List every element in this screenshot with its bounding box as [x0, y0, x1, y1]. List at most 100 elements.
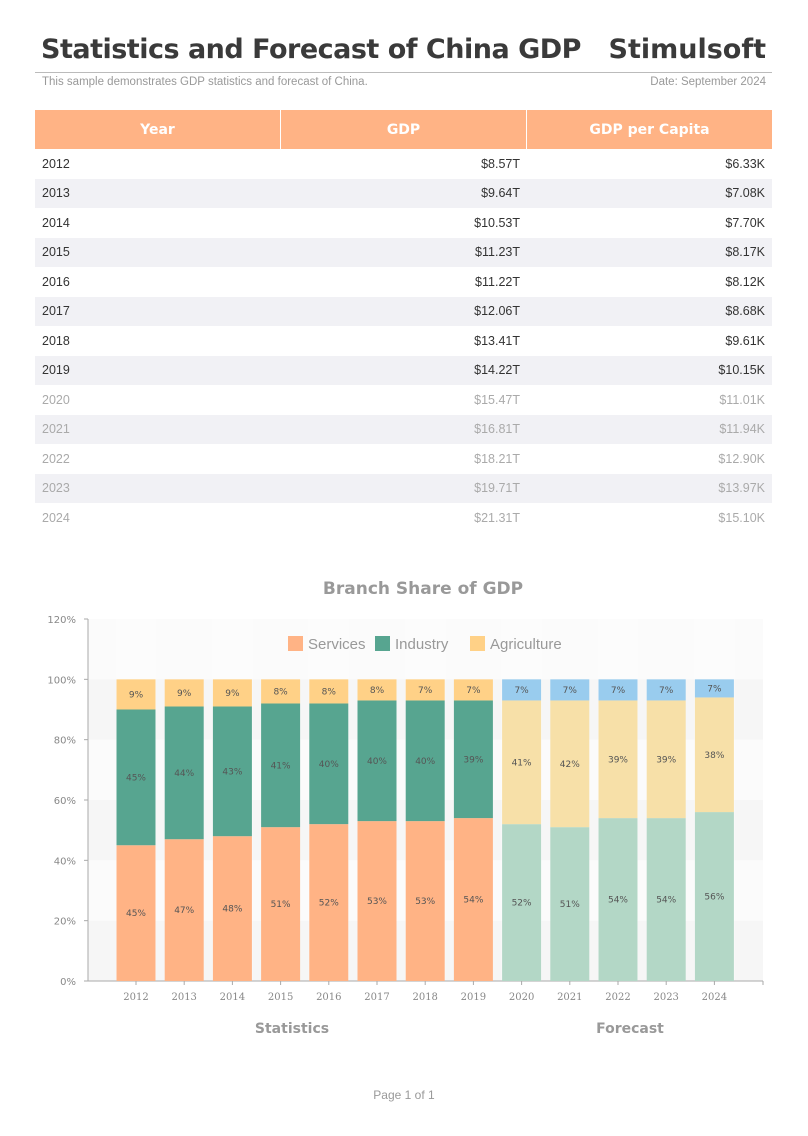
gdp-per-capita-cell: $11.01K — [719, 392, 765, 407]
legend-label-agriculture: Agriculture — [490, 636, 562, 653]
x-tick-label: 2022 — [605, 992, 630, 1003]
legend-label-industry: Industry — [395, 636, 449, 653]
gdp-per-capita-cell: $11.94K — [719, 422, 765, 437]
data-label: 8% — [322, 687, 337, 697]
bar-segment-services — [357, 821, 397, 981]
x-tick-label: 2023 — [653, 992, 678, 1003]
legend-swatch-services — [288, 636, 303, 651]
group-label-statistics: Statistics — [255, 1021, 329, 1037]
legend-label-services: Services — [308, 636, 366, 653]
data-label: 48% — [222, 905, 242, 915]
bar-segment-agriculture — [550, 679, 590, 701]
chart-legend: Services Industry Agriculture — [288, 636, 562, 653]
data-label: 52% — [319, 899, 339, 909]
data-label: 40% — [367, 757, 387, 767]
data-label: 42% — [560, 760, 580, 770]
bar-segment-agriculture — [357, 679, 397, 701]
report-title: Statistics and Forecast of China GDP — [41, 34, 581, 65]
table-row: 2014 $10.53T $7.70K — [35, 208, 772, 238]
gdp-per-capita-cell: $10.15K — [718, 363, 765, 378]
bar-segment-industry — [646, 700, 686, 819]
table-row: 2012 $8.57T $6.33K — [35, 149, 772, 179]
gdp-per-capita-cell: $7.08K — [725, 186, 765, 201]
bar-segment-industry — [694, 697, 734, 813]
data-label: 38% — [704, 751, 724, 761]
bar-segment-services — [550, 827, 590, 981]
bar-segment-agriculture — [598, 679, 638, 701]
table-row: 2021 $16.81T $11.94K — [35, 414, 772, 444]
data-label: 7% — [611, 686, 626, 696]
table-row: 2018 $13.41T $9.61K — [35, 326, 772, 356]
table-row: 2016 $11.22T $8.12K — [35, 267, 772, 297]
gdp-per-capita-cell: $15.10K — [718, 510, 765, 525]
year-cell: 2019 — [42, 363, 70, 378]
gdp-cell: $11.22T — [475, 274, 520, 289]
year-cell: 2014 — [42, 215, 70, 230]
brand-logo-text: Stimulsoft — [608, 34, 767, 65]
bar-segment-services — [453, 818, 493, 981]
table-row: 2022 $18.21T $12.90K — [35, 444, 772, 474]
table-row: 2017 $12.06T $8.68K — [35, 296, 772, 326]
gdp-cell: $8.57T — [481, 156, 520, 171]
data-label: 40% — [415, 757, 435, 767]
bar-segment-agriculture — [502, 679, 542, 701]
x-tick-label: 2013 — [171, 992, 196, 1003]
data-label: 7% — [418, 686, 433, 696]
bar-segment-agriculture — [212, 679, 252, 707]
x-tick-label: 2019 — [461, 992, 486, 1003]
bar-segment-services — [405, 821, 445, 981]
gdp-cell: $21.31T — [474, 510, 520, 525]
data-label: 7% — [466, 686, 481, 696]
bar-segment-industry — [309, 703, 349, 825]
header-divider — [35, 72, 772, 73]
data-label: 52% — [512, 899, 532, 909]
data-label: 7% — [563, 686, 578, 696]
data-label: 45% — [126, 773, 146, 783]
group-label-forecast: Forecast — [596, 1021, 664, 1037]
year-cell: 2022 — [42, 451, 70, 466]
data-label: 40% — [319, 760, 339, 770]
table-row: 2023 $19.71T $13.97K — [35, 473, 772, 503]
bar-segment-services — [212, 836, 252, 981]
data-label: 7% — [707, 684, 722, 694]
table-row: 2015 $11.23T $8.17K — [35, 237, 772, 267]
data-label: 43% — [222, 767, 242, 777]
x-tick-label: 2018 — [412, 992, 437, 1003]
report-subtitle: This sample demonstrates GDP statistics … — [42, 76, 368, 88]
page-number: Page 1 of 1 — [373, 1088, 435, 1102]
gdp-cell: $11.23T — [475, 245, 520, 260]
gdp-cell: $14.22T — [474, 363, 520, 378]
gdp-cell: $9.64T — [481, 186, 520, 201]
year-cell: 2016 — [42, 274, 70, 289]
data-label: 39% — [656, 755, 676, 765]
table-row: 2024 $21.31T $15.10K — [35, 503, 772, 533]
bar-segment-industry — [453, 700, 493, 819]
x-tick-label: 2012 — [123, 992, 148, 1003]
bar-segment-agriculture — [453, 679, 493, 701]
bar-segment-industry — [405, 700, 445, 822]
x-tick-label: 2016 — [316, 992, 341, 1003]
bar-segment-industry — [164, 706, 204, 840]
gdp-per-capita-cell: $7.70K — [725, 215, 765, 230]
gdp-cell: $12.06T — [474, 304, 520, 319]
column-header-gdp: GDP — [281, 110, 527, 149]
data-label: 53% — [415, 897, 435, 907]
bar-segment-industry — [116, 709, 156, 846]
data-label: 39% — [463, 755, 483, 765]
data-label: 54% — [463, 896, 483, 906]
data-label: 39% — [608, 755, 628, 765]
y-tick-label: 60% — [54, 796, 76, 807]
year-cell: 2020 — [42, 392, 70, 407]
year-cell: 2012 — [42, 156, 70, 171]
column-header-gdp-per-capita: GDP per Capita — [589, 121, 710, 138]
gdp-table: Year GDP GDP per Capita 2012 $8.57T $6.33K… — [35, 110, 772, 533]
data-label: 8% — [273, 687, 288, 697]
year-cell: 2018 — [42, 333, 70, 348]
legend-swatch-industry — [375, 636, 390, 651]
y-tick-label: 0% — [60, 977, 76, 988]
branch-share-chart: 0% 20% 40% 60% 80% 100% 120% 45% 45% 9% 2012 47% 44%… — [47, 579, 764, 1037]
x-tick-label: 2020 — [509, 992, 534, 1003]
x-tick-label: 2017 — [364, 992, 389, 1003]
year-cell: 2015 — [42, 245, 70, 260]
grid-band — [88, 619, 763, 680]
